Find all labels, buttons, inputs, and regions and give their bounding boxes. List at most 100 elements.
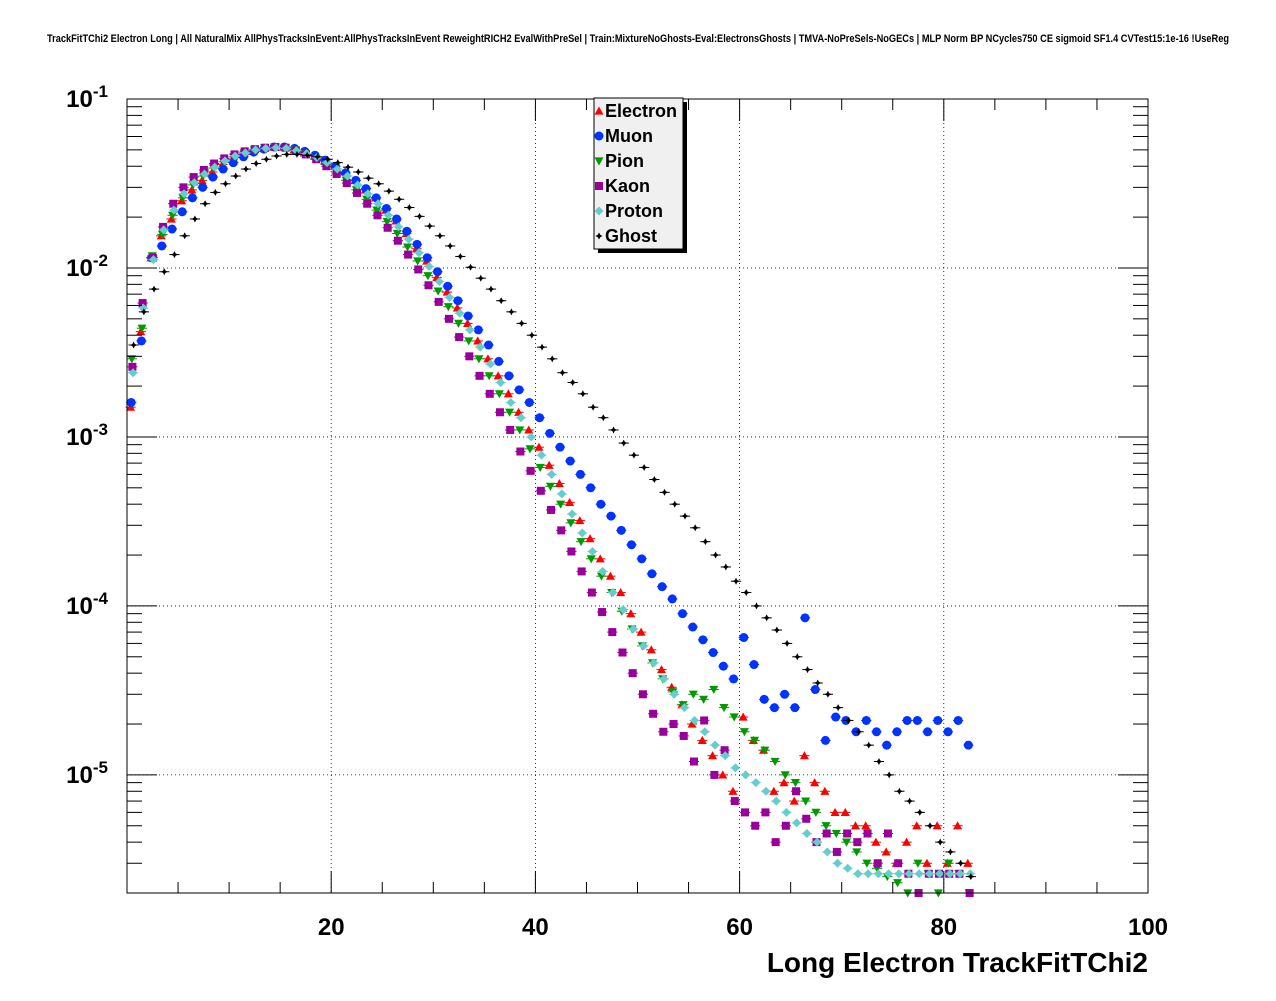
data-point bbox=[273, 152, 281, 160]
data-point bbox=[423, 272, 433, 281]
data-point bbox=[873, 869, 883, 879]
data-point bbox=[557, 489, 567, 499]
data-point bbox=[946, 848, 954, 856]
data-point bbox=[576, 538, 586, 547]
data-point bbox=[659, 727, 668, 736]
data-point bbox=[669, 689, 679, 699]
data-point bbox=[894, 869, 904, 879]
data-point bbox=[526, 432, 536, 442]
data-point bbox=[528, 331, 536, 339]
data-point bbox=[863, 869, 873, 879]
chart-title: TrackFitTChi2 Electron Long | All Natura… bbox=[47, 33, 1229, 45]
x-tick-label: 20 bbox=[318, 914, 345, 941]
data-point bbox=[902, 837, 912, 846]
data-point bbox=[271, 143, 281, 153]
data-point bbox=[820, 735, 830, 745]
data-point bbox=[781, 807, 791, 817]
data-point bbox=[893, 879, 903, 888]
data-point bbox=[659, 674, 669, 684]
data-point bbox=[955, 869, 965, 879]
data-point bbox=[181, 232, 189, 240]
data-point bbox=[650, 475, 658, 483]
y-tick-label: 10-4 bbox=[66, 589, 108, 620]
data-point bbox=[474, 355, 484, 364]
data-point bbox=[211, 188, 219, 196]
data-point bbox=[504, 371, 514, 381]
data-point bbox=[160, 268, 168, 276]
data-point bbox=[495, 408, 504, 417]
data-point bbox=[618, 605, 628, 615]
legend-label: Pion bbox=[605, 151, 644, 171]
data-point bbox=[413, 257, 423, 266]
data-point bbox=[626, 609, 636, 618]
data-point bbox=[608, 588, 618, 598]
y-tick-label: 10-2 bbox=[66, 251, 108, 282]
data-point bbox=[535, 413, 545, 423]
data-point bbox=[701, 538, 709, 546]
data-point bbox=[618, 648, 627, 657]
data-point bbox=[159, 225, 169, 235]
data-point bbox=[148, 255, 158, 265]
data-point bbox=[381, 203, 391, 213]
data-point bbox=[496, 377, 506, 387]
data-point bbox=[524, 397, 534, 407]
data-point bbox=[902, 715, 912, 725]
data-point bbox=[393, 222, 403, 232]
data-point bbox=[434, 277, 444, 287]
data-point bbox=[699, 695, 709, 704]
data-point bbox=[558, 369, 566, 377]
data-point bbox=[801, 797, 811, 806]
data-point bbox=[586, 483, 596, 493]
data-point bbox=[538, 343, 546, 351]
data-point bbox=[832, 847, 841, 856]
data-point bbox=[281, 143, 291, 153]
data-point bbox=[605, 571, 615, 580]
data-point bbox=[395, 195, 403, 203]
data-point bbox=[342, 171, 352, 181]
data-point bbox=[485, 389, 494, 398]
data-point bbox=[177, 196, 187, 205]
data-point bbox=[363, 189, 373, 199]
series-pion bbox=[126, 143, 975, 898]
data-point bbox=[749, 660, 759, 670]
data-point bbox=[484, 372, 494, 381]
data-point bbox=[493, 371, 503, 380]
data-point bbox=[760, 746, 770, 755]
data-point bbox=[567, 509, 577, 519]
data-point bbox=[752, 602, 760, 610]
data-point bbox=[557, 526, 566, 535]
legend-marker bbox=[594, 106, 604, 115]
data-point bbox=[789, 796, 799, 805]
legend-label: Ghost bbox=[605, 226, 657, 246]
data-point bbox=[802, 814, 811, 823]
data-point bbox=[465, 325, 475, 335]
data-point bbox=[690, 715, 700, 725]
data-point bbox=[136, 327, 146, 336]
data-point bbox=[324, 155, 332, 163]
data-point bbox=[936, 838, 944, 846]
legend-entry-kaon: Kaon bbox=[595, 176, 650, 196]
data-point bbox=[503, 389, 513, 398]
data-point bbox=[894, 859, 903, 868]
data-point bbox=[454, 319, 464, 328]
data-point bbox=[436, 232, 444, 240]
data-point bbox=[252, 160, 260, 168]
data-point bbox=[494, 390, 504, 399]
data-point bbox=[463, 311, 473, 321]
data-point bbox=[262, 155, 270, 163]
data-point bbox=[730, 797, 739, 806]
data-point bbox=[881, 847, 891, 856]
data-point bbox=[759, 694, 769, 704]
data-point bbox=[433, 287, 443, 296]
data-point bbox=[824, 690, 832, 698]
data-point bbox=[626, 540, 636, 550]
data-point bbox=[885, 771, 893, 779]
data-point bbox=[372, 206, 382, 215]
data-point bbox=[661, 488, 669, 496]
data-point bbox=[126, 397, 136, 407]
data-point bbox=[187, 185, 197, 194]
data-point bbox=[953, 821, 963, 830]
data-point bbox=[382, 218, 392, 227]
data-point bbox=[679, 731, 688, 740]
